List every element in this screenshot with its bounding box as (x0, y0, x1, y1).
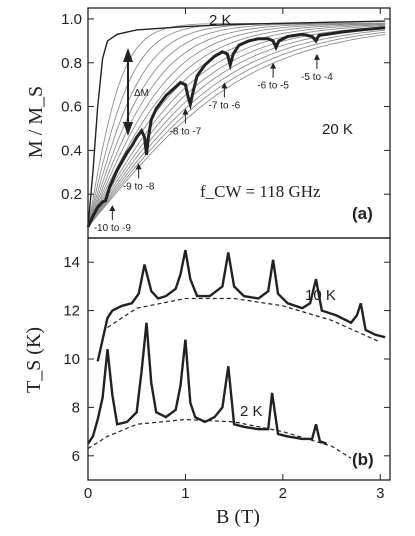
y-axis-label-a: M / M_S (25, 86, 47, 158)
grey-curve (87, 23, 386, 228)
xtick-label-b: 0 (84, 485, 92, 502)
transition-label: -8 to -7 (170, 127, 202, 138)
ytick-label-b: 8 (72, 399, 80, 416)
panel-b-xticks: 0 1 2 3 (84, 474, 384, 502)
baseline-10k (107, 297, 381, 343)
panel-b-frame (87, 237, 391, 481)
temp-label-10k: 10 K (305, 287, 336, 304)
frequency-label: f_CW = 118 GHz (200, 182, 321, 201)
ytick-label-a: 1.0 (61, 11, 82, 28)
y-axis-label-b: T_S (K) (23, 327, 45, 393)
transition-label: -6 to -5 (257, 81, 289, 92)
baseline-2k (87, 418, 352, 459)
temp-label-2k-a: 2 K (209, 12, 232, 29)
delta-m-arrow (123, 48, 133, 136)
transition-labels: -10 to -9 -9 to -8 -8 to -7 -7 to -6 -6 to -… (94, 53, 333, 234)
panel-a-grey-curves (87, 22, 386, 228)
transition-label: -9 to -8 (123, 181, 155, 192)
panel-a-yticks: 0.2 0.4 0.6 0.8 1.0 (61, 11, 390, 203)
transition-label: -7 to -6 (209, 100, 241, 111)
grey-curve (87, 23, 386, 228)
curve-10k (96, 249, 386, 362)
ytick-label-a: 0.6 (61, 99, 82, 116)
ytick-label-b: 14 (63, 254, 80, 271)
transition-label: -10 to -9 (94, 223, 132, 234)
curve-2k-b (87, 322, 328, 445)
temp-label-20k: 20 K (322, 121, 353, 138)
ytick-label-b: 12 (63, 303, 80, 320)
transition-arrow-head (182, 108, 189, 115)
ytick-label-a: 0.4 (61, 142, 82, 159)
grey-curve (87, 26, 386, 228)
curve-emission (86, 26, 386, 228)
ytick-label-b: 6 (72, 448, 80, 465)
transition-arrow-head (135, 163, 142, 170)
panel-label-b: (b) (352, 450, 374, 469)
transition-label: -5 to -4 (301, 72, 333, 83)
panel-a: 0.2 0.4 0.6 0.8 1.0 ΔM -10 to -9 -9 to -8 -8 t… (25, 7, 391, 239)
transition-arrow-head (221, 82, 228, 89)
ytick-label-a: 0.8 (61, 55, 82, 72)
grey-curve (87, 29, 386, 228)
xtick-label-b: 2 (279, 485, 287, 502)
panel-a-xtick-marks (87, 8, 381, 14)
xtick-label-b: 1 (181, 485, 189, 502)
transition-arrow-head (270, 62, 277, 69)
ytick-label-b: 10 (63, 351, 80, 368)
xtick-label-b: 3 (376, 485, 384, 502)
ytick-label-a: 0.2 (61, 186, 82, 203)
transition-arrow-head (313, 53, 320, 60)
grey-curve (87, 25, 386, 228)
transition-arrow-head (109, 205, 116, 212)
curve-2k (87, 20, 386, 228)
panel-b-yticks: 6 8 10 12 14 (63, 254, 390, 465)
panel-label-a: (a) (352, 204, 373, 223)
delta-m-label: ΔM (134, 88, 149, 99)
temp-label-2k-b: 2 K (240, 403, 263, 420)
grey-curve (87, 31, 386, 228)
x-axis-label: B (T) (216, 506, 260, 528)
grey-curve (87, 23, 386, 228)
